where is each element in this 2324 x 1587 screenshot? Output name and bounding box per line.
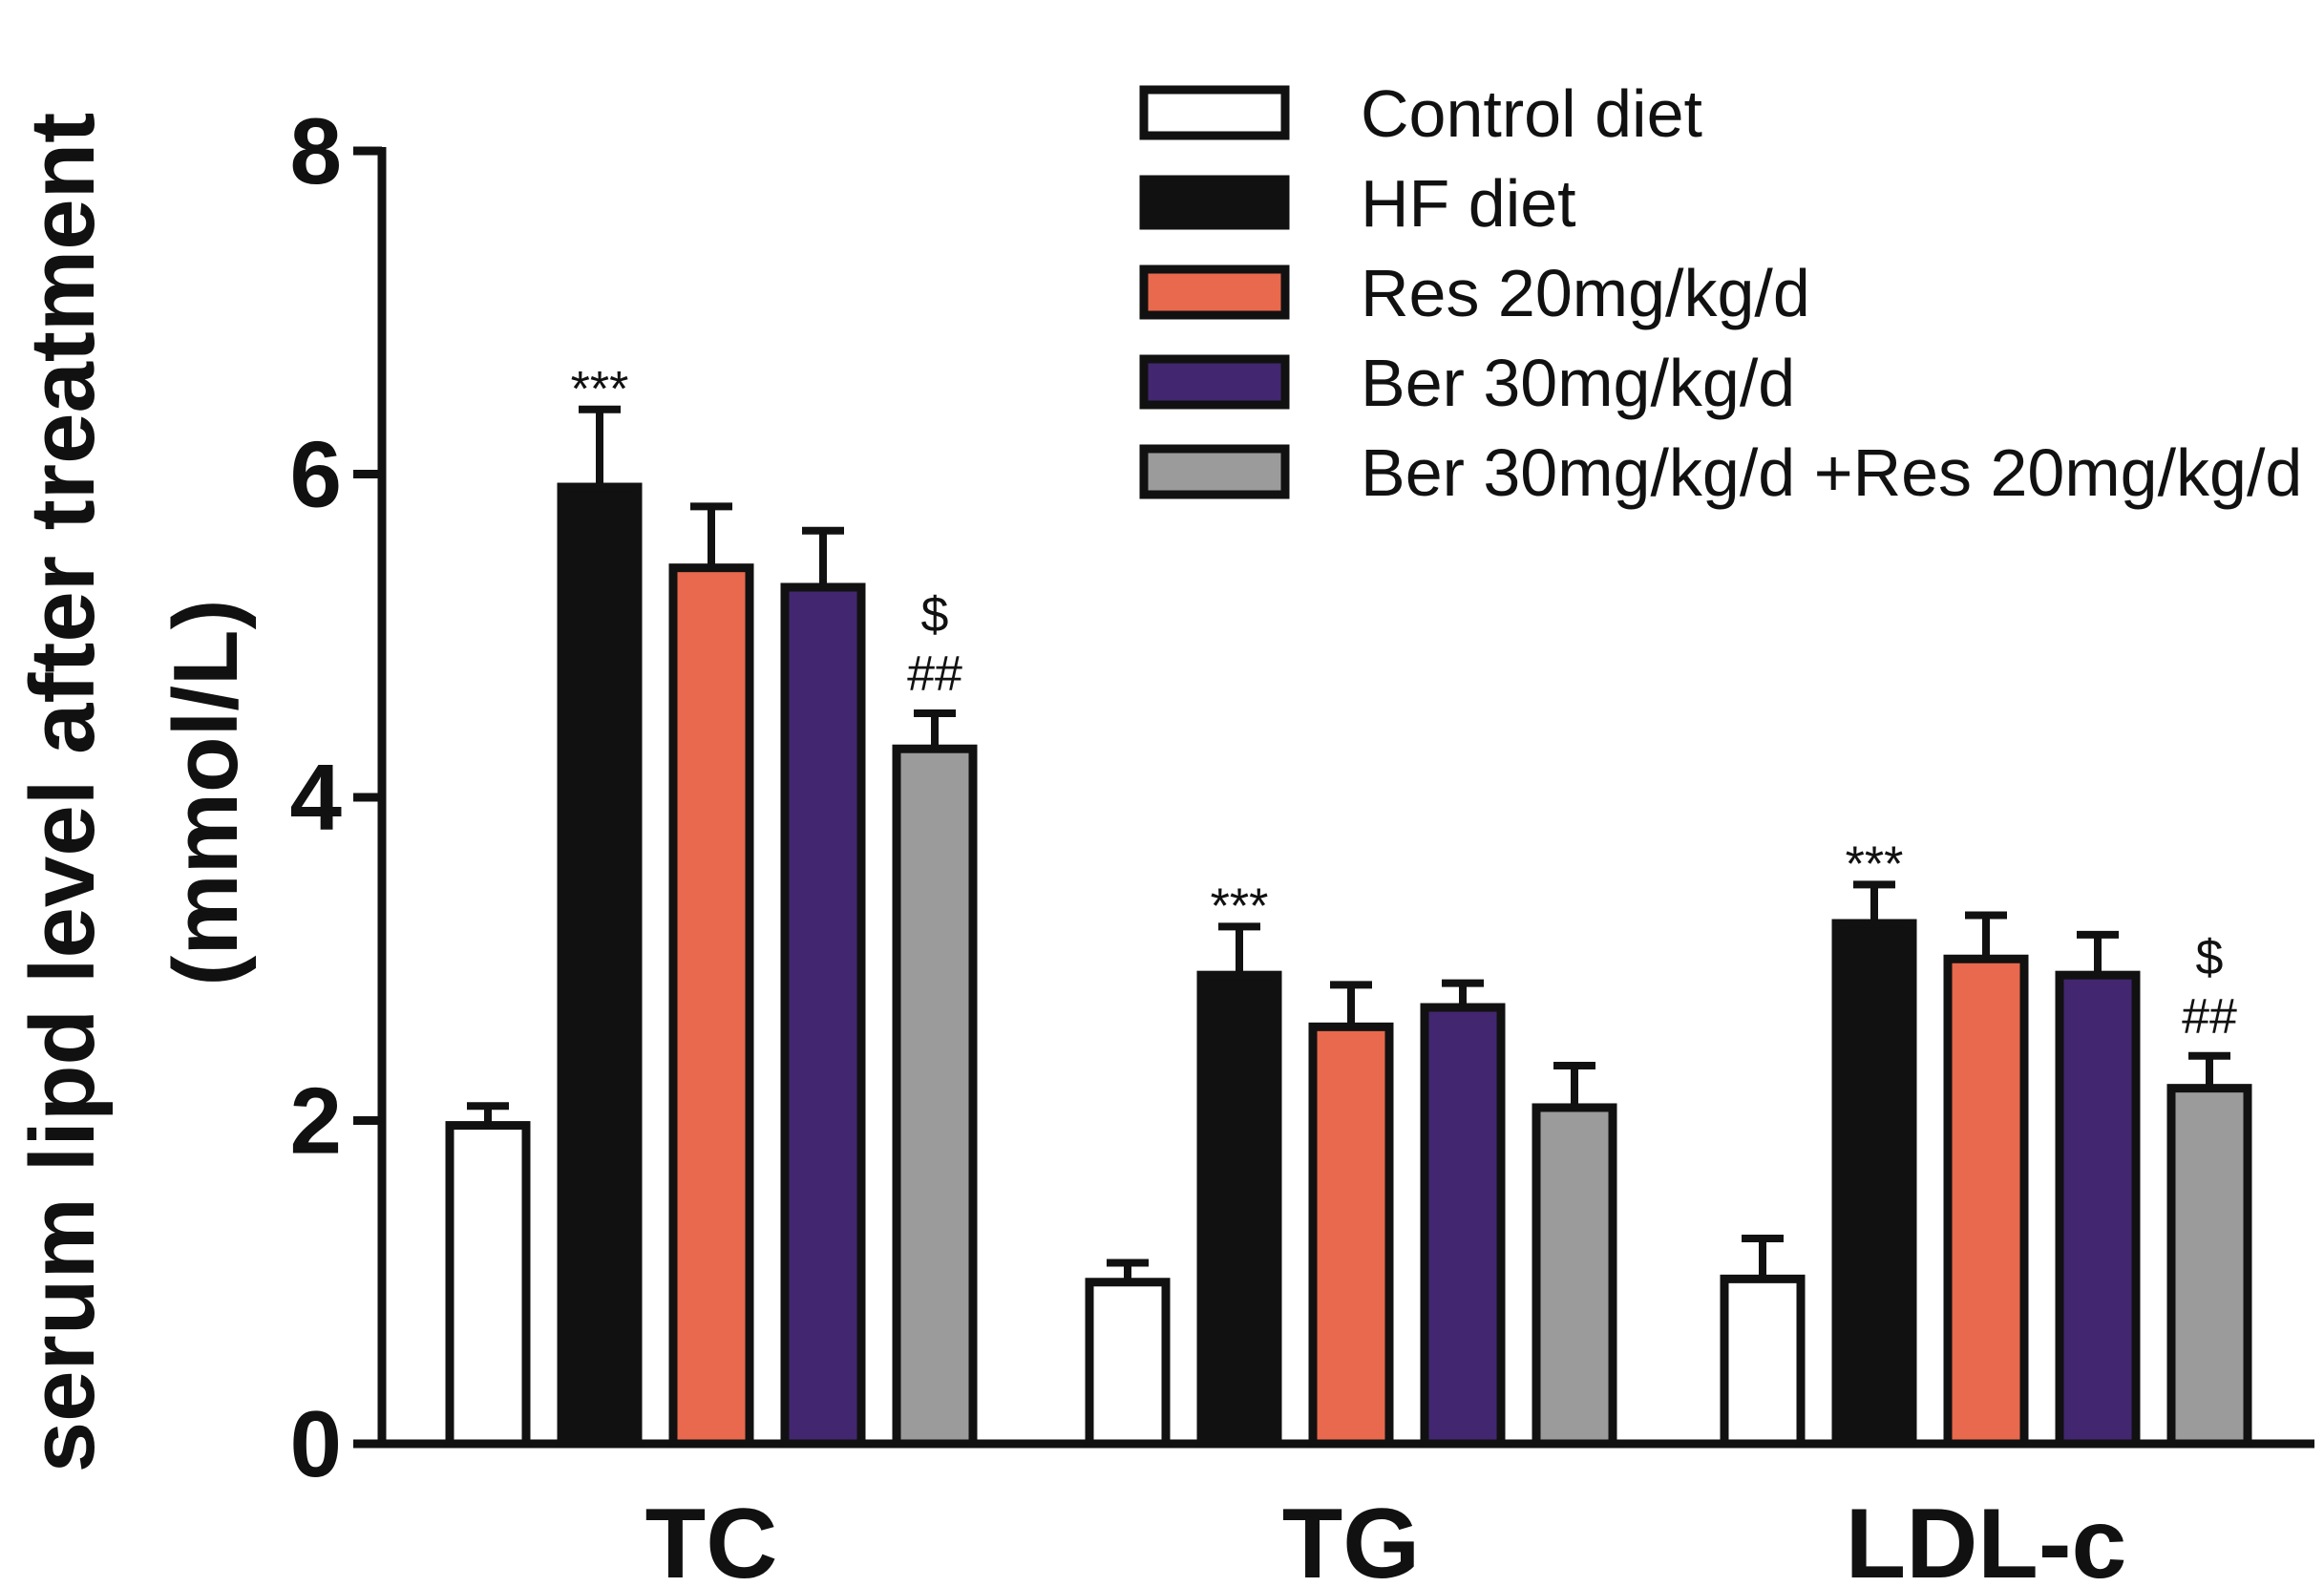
y-axis-label-line-1: serum lipd level after treatment: [11, 113, 114, 1472]
x-category-label: TG: [1282, 1489, 1420, 1587]
bar: [2055, 970, 2141, 1449]
y-tick-label: 4: [289, 745, 342, 850]
significance-marker: ***: [1211, 878, 1269, 934]
significance-marker: ***: [571, 362, 629, 417]
legend-swatch: [1139, 354, 1290, 410]
y-axis-label-line-2: (mmol/L): [155, 599, 257, 985]
bar: [1308, 1022, 1394, 1449]
bar: [668, 563, 754, 1449]
legend-label: Control diet: [1361, 76, 1702, 151]
significance-marker: $: [921, 587, 949, 643]
bar: [1420, 1003, 1506, 1449]
significance-marker: ##: [907, 646, 962, 702]
bar: [1831, 919, 1917, 1449]
bar: [780, 582, 866, 1449]
bar-series: [445, 405, 2252, 1449]
bar: [892, 744, 978, 1449]
legend: Control diet HF diet Res 20mg/kg/d Ber 30mg…: [1139, 76, 2302, 510]
significance-marker: ***: [1846, 836, 1904, 892]
bar: [1196, 970, 1282, 1449]
x-category-label: TC: [645, 1489, 778, 1587]
y-tick-label: 0: [289, 1391, 342, 1496]
y-tick-label: 8: [289, 98, 342, 203]
legend-label: Ber 30mg/kg/d +Res 20mg/kg/d: [1361, 435, 2302, 510]
x-category-label: LDL-c: [1846, 1489, 2127, 1587]
y-axis-label: serum lipd level after treatment (mmol/L…: [11, 113, 257, 1472]
bar: [1720, 1274, 1806, 1449]
y-tick-label: 2: [289, 1069, 342, 1174]
significance-annotations: *********$##$##: [571, 362, 2237, 1045]
bar: [1085, 1278, 1171, 1449]
significance-marker: ##: [2182, 989, 2237, 1045]
legend-swatch: [1139, 444, 1290, 499]
bar: [1943, 954, 2029, 1449]
significance-marker: $: [2196, 930, 2224, 985]
bar: [445, 1121, 531, 1449]
legend-label: Res 20mg/kg/d: [1361, 256, 1810, 330]
legend-label: Ber 30mg/kg/d: [1361, 346, 1795, 420]
bar: [557, 482, 643, 1449]
bar: [2166, 1084, 2252, 1449]
legend-swatch: [1139, 85, 1290, 140]
bar: [1532, 1103, 1617, 1449]
legend-label: HF diet: [1361, 166, 1576, 241]
axes: 0 2 4 6 8 TC TG LDL-c: [289, 98, 2314, 1587]
legend-swatch: [1139, 175, 1290, 230]
legend-swatch: [1139, 264, 1290, 320]
y-tick-label: 6: [289, 422, 342, 527]
